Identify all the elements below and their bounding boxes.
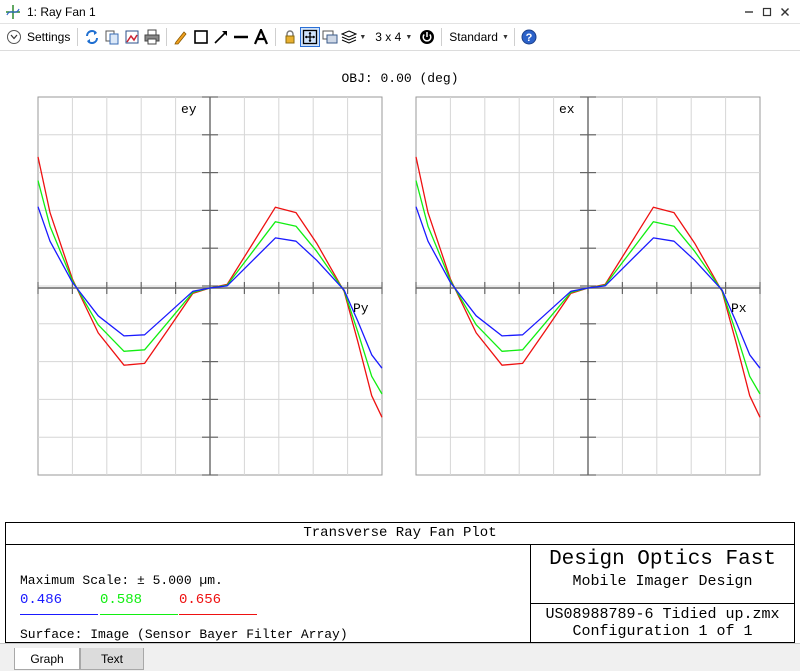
right-x-axis-label: Px — [731, 301, 747, 316]
chevron-down-icon — [7, 30, 21, 44]
window-title: 1: Ray Fan 1 — [27, 5, 96, 19]
design-title: Design Optics Fast — [549, 548, 776, 571]
plot-title: Transverse Ray Fan Plot — [6, 523, 794, 545]
file-info: US08988789-6 Tidied up.zmx Configuration… — [531, 604, 794, 642]
power-icon[interactable] — [417, 27, 437, 47]
caret-down-icon: ▼ — [501, 33, 509, 41]
title-bar: 1: Ray Fan 1 — [0, 0, 800, 24]
toolbar-divider — [77, 28, 79, 46]
toolbar-divider — [275, 28, 277, 46]
toolbar-divider — [441, 28, 443, 46]
arrow-icon[interactable] — [211, 27, 231, 47]
print-icon[interactable] — [142, 27, 162, 47]
footer-legend: Maximum Scale: ± 5.000 µm. 0.486 0.588 0… — [6, 545, 531, 642]
copy-icon[interactable] — [102, 27, 122, 47]
file-name: US08988789-6 Tidied up.zmx — [545, 606, 780, 623]
pencil-icon[interactable] — [171, 27, 191, 47]
wavelength-label-blue: 0.486 — [20, 592, 63, 608]
ray-fan-panel-left — [37, 96, 383, 476]
layers-dropdown[interactable]: ▼ — [341, 26, 366, 48]
object-field-label: OBJ: 0.00 (deg) — [341, 71, 459, 86]
layers-icon — [341, 30, 358, 44]
layout-label: 3 x 4 — [375, 30, 402, 44]
plot-footer: Transverse Ray Fan Plot Maximum Scale: ±… — [5, 522, 795, 643]
svg-text:?: ? — [526, 32, 533, 44]
ray-fan-panel-right — [415, 96, 761, 476]
toolbar-divider — [513, 28, 515, 46]
ray-fan-window-icon — [6, 5, 20, 19]
window-clone-icon[interactable] — [320, 27, 340, 47]
max-scale-text: Maximum Scale: ± 5.000 µm. — [20, 573, 223, 588]
surface-text: Surface: Image (Sensor Bayer Filter Arra… — [20, 627, 348, 642]
close-icon[interactable] — [776, 3, 794, 21]
rectangle-icon[interactable] — [191, 27, 211, 47]
export-image-icon[interactable] — [122, 27, 142, 47]
tab-graph[interactable]: Graph — [14, 648, 80, 670]
design-info: Design Optics Fast Mobile Imager Design — [531, 545, 794, 604]
fit-grid-icon[interactable] — [300, 27, 321, 47]
right-y-axis-label: ex — [559, 102, 575, 117]
toolbar: Settings ▼ 3 x 4 ▼ — [0, 24, 800, 51]
minimize-icon[interactable] — [740, 3, 758, 21]
wavelength-line-red — [179, 614, 257, 615]
restore-icon[interactable] — [758, 3, 776, 21]
configuration-text: Configuration 1 of 1 — [572, 623, 753, 640]
design-subtitle: Mobile Imager Design — [572, 573, 753, 590]
settings-button[interactable]: Settings — [7, 26, 72, 48]
settings-label: Settings — [27, 30, 71, 44]
style-dropdown[interactable]: Standard ▼ — [447, 26, 509, 48]
left-x-axis-label: Py — [353, 301, 369, 316]
caret-down-icon: ▼ — [405, 33, 413, 41]
left-y-axis-label: ey — [181, 102, 197, 117]
view-tabs: Graph Text — [0, 643, 800, 671]
refresh-icon[interactable] — [82, 27, 102, 47]
text-icon[interactable] — [251, 27, 271, 47]
style-label: Standard — [449, 30, 498, 44]
help-icon[interactable]: ? — [519, 27, 539, 47]
layout-dropdown[interactable]: 3 x 4 ▼ — [373, 26, 412, 48]
fan-curve-blue — [37, 206, 383, 369]
line-icon[interactable] — [231, 27, 251, 47]
caret-down-icon: ▼ — [359, 33, 367, 41]
tab-text[interactable]: Text — [80, 648, 144, 670]
fan-curve-blue — [415, 206, 761, 369]
wavelength-line-green — [100, 614, 178, 615]
plot-area: OBJ: 0.00 (deg) ey Py ex Px — [0, 51, 800, 521]
wavelength-label-red: 0.656 — [179, 592, 222, 608]
wavelength-label-green: 0.588 — [100, 592, 143, 608]
ray-fan-plot: ey Py ex Px — [37, 96, 761, 476]
wavelength-line-blue — [20, 614, 98, 615]
lock-icon[interactable] — [280, 27, 300, 47]
toolbar-divider — [166, 28, 168, 46]
